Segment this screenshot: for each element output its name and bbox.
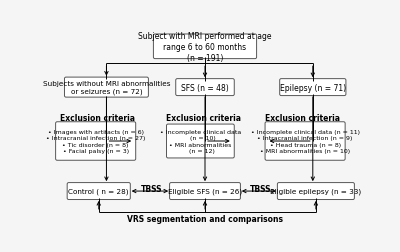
FancyBboxPatch shape	[67, 183, 130, 200]
Text: SFS (n = 48): SFS (n = 48)	[181, 83, 229, 92]
Text: Eligible SFS (n = 26): Eligible SFS (n = 26)	[168, 188, 242, 195]
Text: • Incomplete clinical data
  (n = 10)
• MRI abnormalities
  (n = 12): • Incomplete clinical data (n = 10) • MR…	[160, 130, 241, 153]
Text: Exclusion criteria: Exclusion criteria	[265, 114, 340, 123]
Text: • Images with artifacts (n = 6)
• Intracranial infection (n = 27)
• Tic disorder: • Images with artifacts (n = 6) • Intrac…	[46, 130, 145, 153]
FancyBboxPatch shape	[277, 183, 354, 200]
FancyBboxPatch shape	[154, 35, 256, 59]
Text: VRS segmentation and comparisons: VRS segmentation and comparisons	[127, 214, 283, 223]
FancyBboxPatch shape	[166, 124, 234, 158]
Text: TBSS: TBSS	[250, 184, 271, 194]
FancyBboxPatch shape	[280, 79, 346, 96]
FancyBboxPatch shape	[176, 79, 234, 96]
Text: Epilepsy (n = 71): Epilepsy (n = 71)	[280, 83, 346, 92]
Text: Subjects without MRI abnormalities
or seizures (n = 72): Subjects without MRI abnormalities or se…	[43, 81, 170, 95]
Text: Eligible epilepsy (n = 33): Eligible epilepsy (n = 33)	[270, 188, 362, 195]
Text: Exclusion criteria: Exclusion criteria	[60, 114, 135, 123]
Text: Control ( n = 28): Control ( n = 28)	[68, 188, 129, 195]
FancyBboxPatch shape	[265, 122, 345, 161]
Text: TBSS: TBSS	[141, 184, 163, 194]
Text: • Incomplete clinical data (n = 11)
• Intracranial infection (n = 9)
• Head trau: • Incomplete clinical data (n = 11) • In…	[250, 130, 360, 153]
Text: Exclusion criteria: Exclusion criteria	[166, 114, 242, 123]
FancyBboxPatch shape	[170, 183, 240, 200]
FancyBboxPatch shape	[56, 122, 136, 161]
Text: Subject with MRI performed at age
range 6 to 60 months
(n = 191): Subject with MRI performed at age range …	[138, 32, 272, 63]
FancyBboxPatch shape	[64, 78, 148, 98]
